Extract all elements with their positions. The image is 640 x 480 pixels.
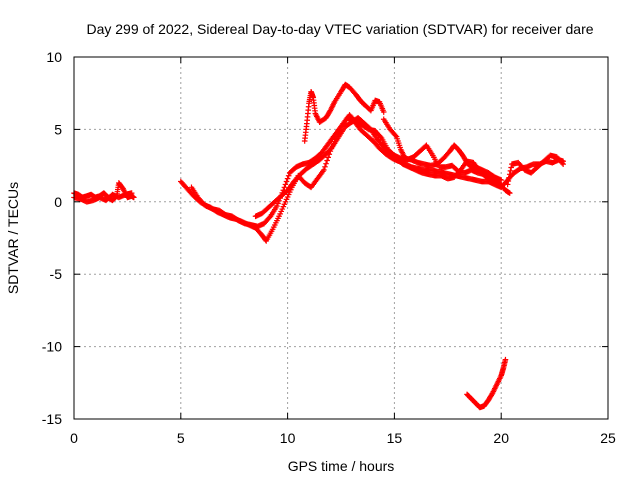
series-sat-f [301,81,387,144]
y-tick-label: -5 [50,266,63,282]
series-sat-h [504,152,566,188]
x-tick-label: 15 [387,430,403,446]
data-point [285,172,292,179]
data-point [506,171,513,178]
x-axis-label: GPS time / hours [288,458,395,474]
data-point [504,181,511,188]
data-point [323,160,329,167]
series-sat-g [380,116,504,183]
data-point [283,178,290,185]
data-points [71,81,566,411]
data-point [321,167,327,173]
data-point [128,190,135,196]
plot-frame [73,56,609,420]
data-point [322,164,328,170]
data-point [325,154,331,161]
data-point [380,109,387,115]
data-point [392,132,399,139]
y-tick-label: 5 [54,121,62,137]
x-tick-label: 25 [600,430,616,446]
x-tick-label: 5 [177,430,185,446]
x-tick-label: 10 [280,430,296,446]
series-sat-b [71,190,135,205]
series-sat-i [464,356,509,411]
x-tick-label: 0 [70,430,78,446]
data-point [266,214,273,221]
data-point [274,203,280,209]
y-tick-label: 0 [54,194,62,210]
data-point [377,134,384,140]
y-tick-label: -10 [42,339,62,355]
data-point [502,356,509,363]
grid [74,57,608,419]
series-sat-e [252,115,513,220]
y-tick-label: 10 [46,49,62,65]
data-point [284,175,291,182]
data-point [506,174,512,181]
y-tick-label: -15 [42,411,62,427]
chart-title: Day 299 of 2022, Sidereal Day-to-day VTE… [86,21,593,37]
ticks: 0 5 10 15 20 25 -15 -10 -5 0 5 10 [42,49,616,446]
x-tick-label: 20 [493,430,509,446]
y-axis-label: SDTVAR / TECUs [5,182,21,294]
data-point [508,164,514,171]
data-point [559,160,565,166]
data-point [281,184,288,191]
data-point [131,194,137,201]
data-point [282,181,289,188]
data-point [324,157,330,164]
data-point [560,161,566,167]
data-point [507,168,514,174]
data-point [498,177,504,183]
data-point [506,190,513,196]
data-point [328,145,335,151]
data-point [505,178,512,184]
